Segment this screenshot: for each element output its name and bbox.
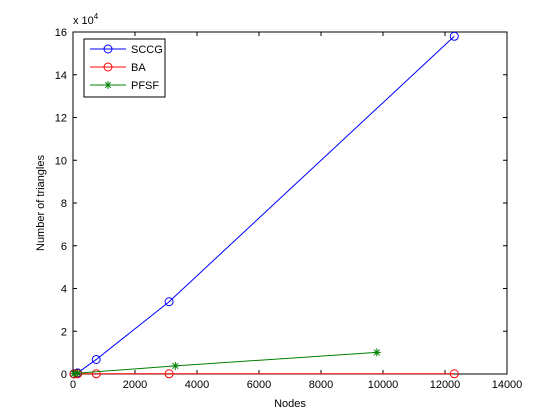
data-point-pfsf — [372, 348, 381, 357]
x-tick-label: 14000 — [492, 379, 523, 391]
data-point-ba — [164, 369, 174, 379]
data-point-ba — [449, 369, 459, 379]
y-tick-label: 4 — [61, 284, 67, 296]
x-tick-label: 10000 — [368, 379, 399, 391]
y-tick-label: 8 — [61, 198, 67, 210]
y-axis-label: Number of triangles — [35, 155, 47, 251]
legend-marker-ba — [103, 62, 113, 72]
legend-label-pfsf: PFSF — [131, 80, 159, 92]
x-axis-label: Nodes — [274, 398, 306, 410]
data-point-sccg — [449, 31, 459, 41]
y-tick-label: 16 — [55, 27, 67, 39]
y-tick-label: 6 — [61, 241, 67, 253]
x-tick-label: 0 — [70, 379, 76, 391]
legend-label-ba: BA — [131, 62, 146, 74]
y-tick-label: 0 — [61, 369, 67, 381]
plot-area: 0 2000 4000 6000 8000 10000 12000 14000 0 2 4 6 8 10 1… — [35, 12, 522, 410]
y-tick-label: 2 — [61, 326, 67, 338]
x-tick-label: 12000 — [430, 379, 461, 391]
data-point-sccg — [164, 297, 174, 307]
y-exponent-label: x 104 — [73, 12, 99, 27]
legend-marker-pfsf — [104, 81, 112, 89]
data-point-pfsf — [73, 369, 82, 378]
data-point-sccg — [91, 354, 101, 364]
x-tick-label: 6000 — [247, 379, 271, 391]
x-tick-label: 4000 — [185, 379, 209, 391]
data-point-pfsf — [171, 361, 180, 370]
y-tick-label: 10 — [55, 155, 67, 167]
x-tick-label: 8000 — [309, 379, 333, 391]
y-tick-label: 12 — [55, 113, 67, 125]
legend-label-sccg: SCCG — [131, 44, 163, 56]
legend-marker-sccg — [103, 44, 113, 54]
x-tick-label: 2000 — [123, 379, 147, 391]
data-point-ba — [91, 369, 101, 379]
y-tick-label: 14 — [55, 70, 67, 82]
